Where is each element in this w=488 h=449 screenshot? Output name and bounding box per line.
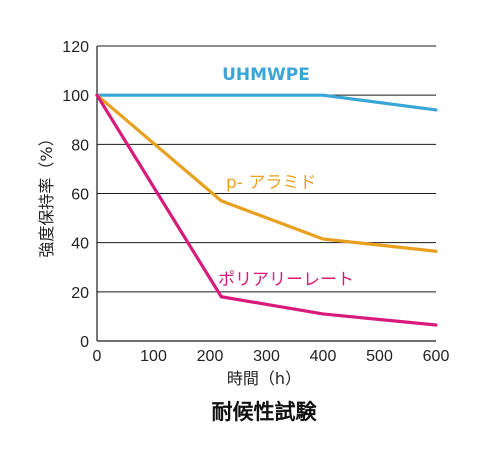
y-axis-label: 強度保持率（%） [37, 130, 56, 257]
y-tick-label: 80 [71, 137, 89, 154]
series-line-2 [95, 93, 438, 253]
chart-title: 耐候性試験 [212, 400, 318, 424]
series-label-3: ポリアリーレート [218, 270, 354, 290]
y-tick-label: 100 [62, 88, 89, 105]
x-axis-label: 時間（h） [227, 369, 301, 388]
x-tick-label: 600 [423, 348, 450, 365]
x-tick-label: 0 [93, 348, 102, 365]
x-tick-label: 400 [310, 348, 337, 365]
y-tick-label: 40 [71, 236, 89, 253]
y-tick-label: 0 [80, 334, 89, 351]
y-tick-labels: 0 20 40 60 80 100 120 [62, 39, 89, 351]
y-tick-label: 120 [62, 39, 89, 56]
x-tick-labels: 0 100 200 300 400 500 600 [93, 348, 450, 365]
series-lines [95, 93, 438, 327]
x-tick-label: 500 [366, 348, 393, 365]
y-tick-label: 20 [71, 285, 89, 302]
series-label-2: p- アラミド [226, 173, 316, 193]
x-tick-label: 200 [197, 348, 224, 365]
series-line-1 [95, 93, 438, 112]
x-tick-label: 100 [140, 348, 167, 365]
series-line-3 [95, 93, 438, 327]
series-label-1: UHMWPE [222, 65, 310, 85]
x-tick-label: 300 [253, 348, 280, 365]
y-tick-label: 60 [71, 187, 89, 204]
